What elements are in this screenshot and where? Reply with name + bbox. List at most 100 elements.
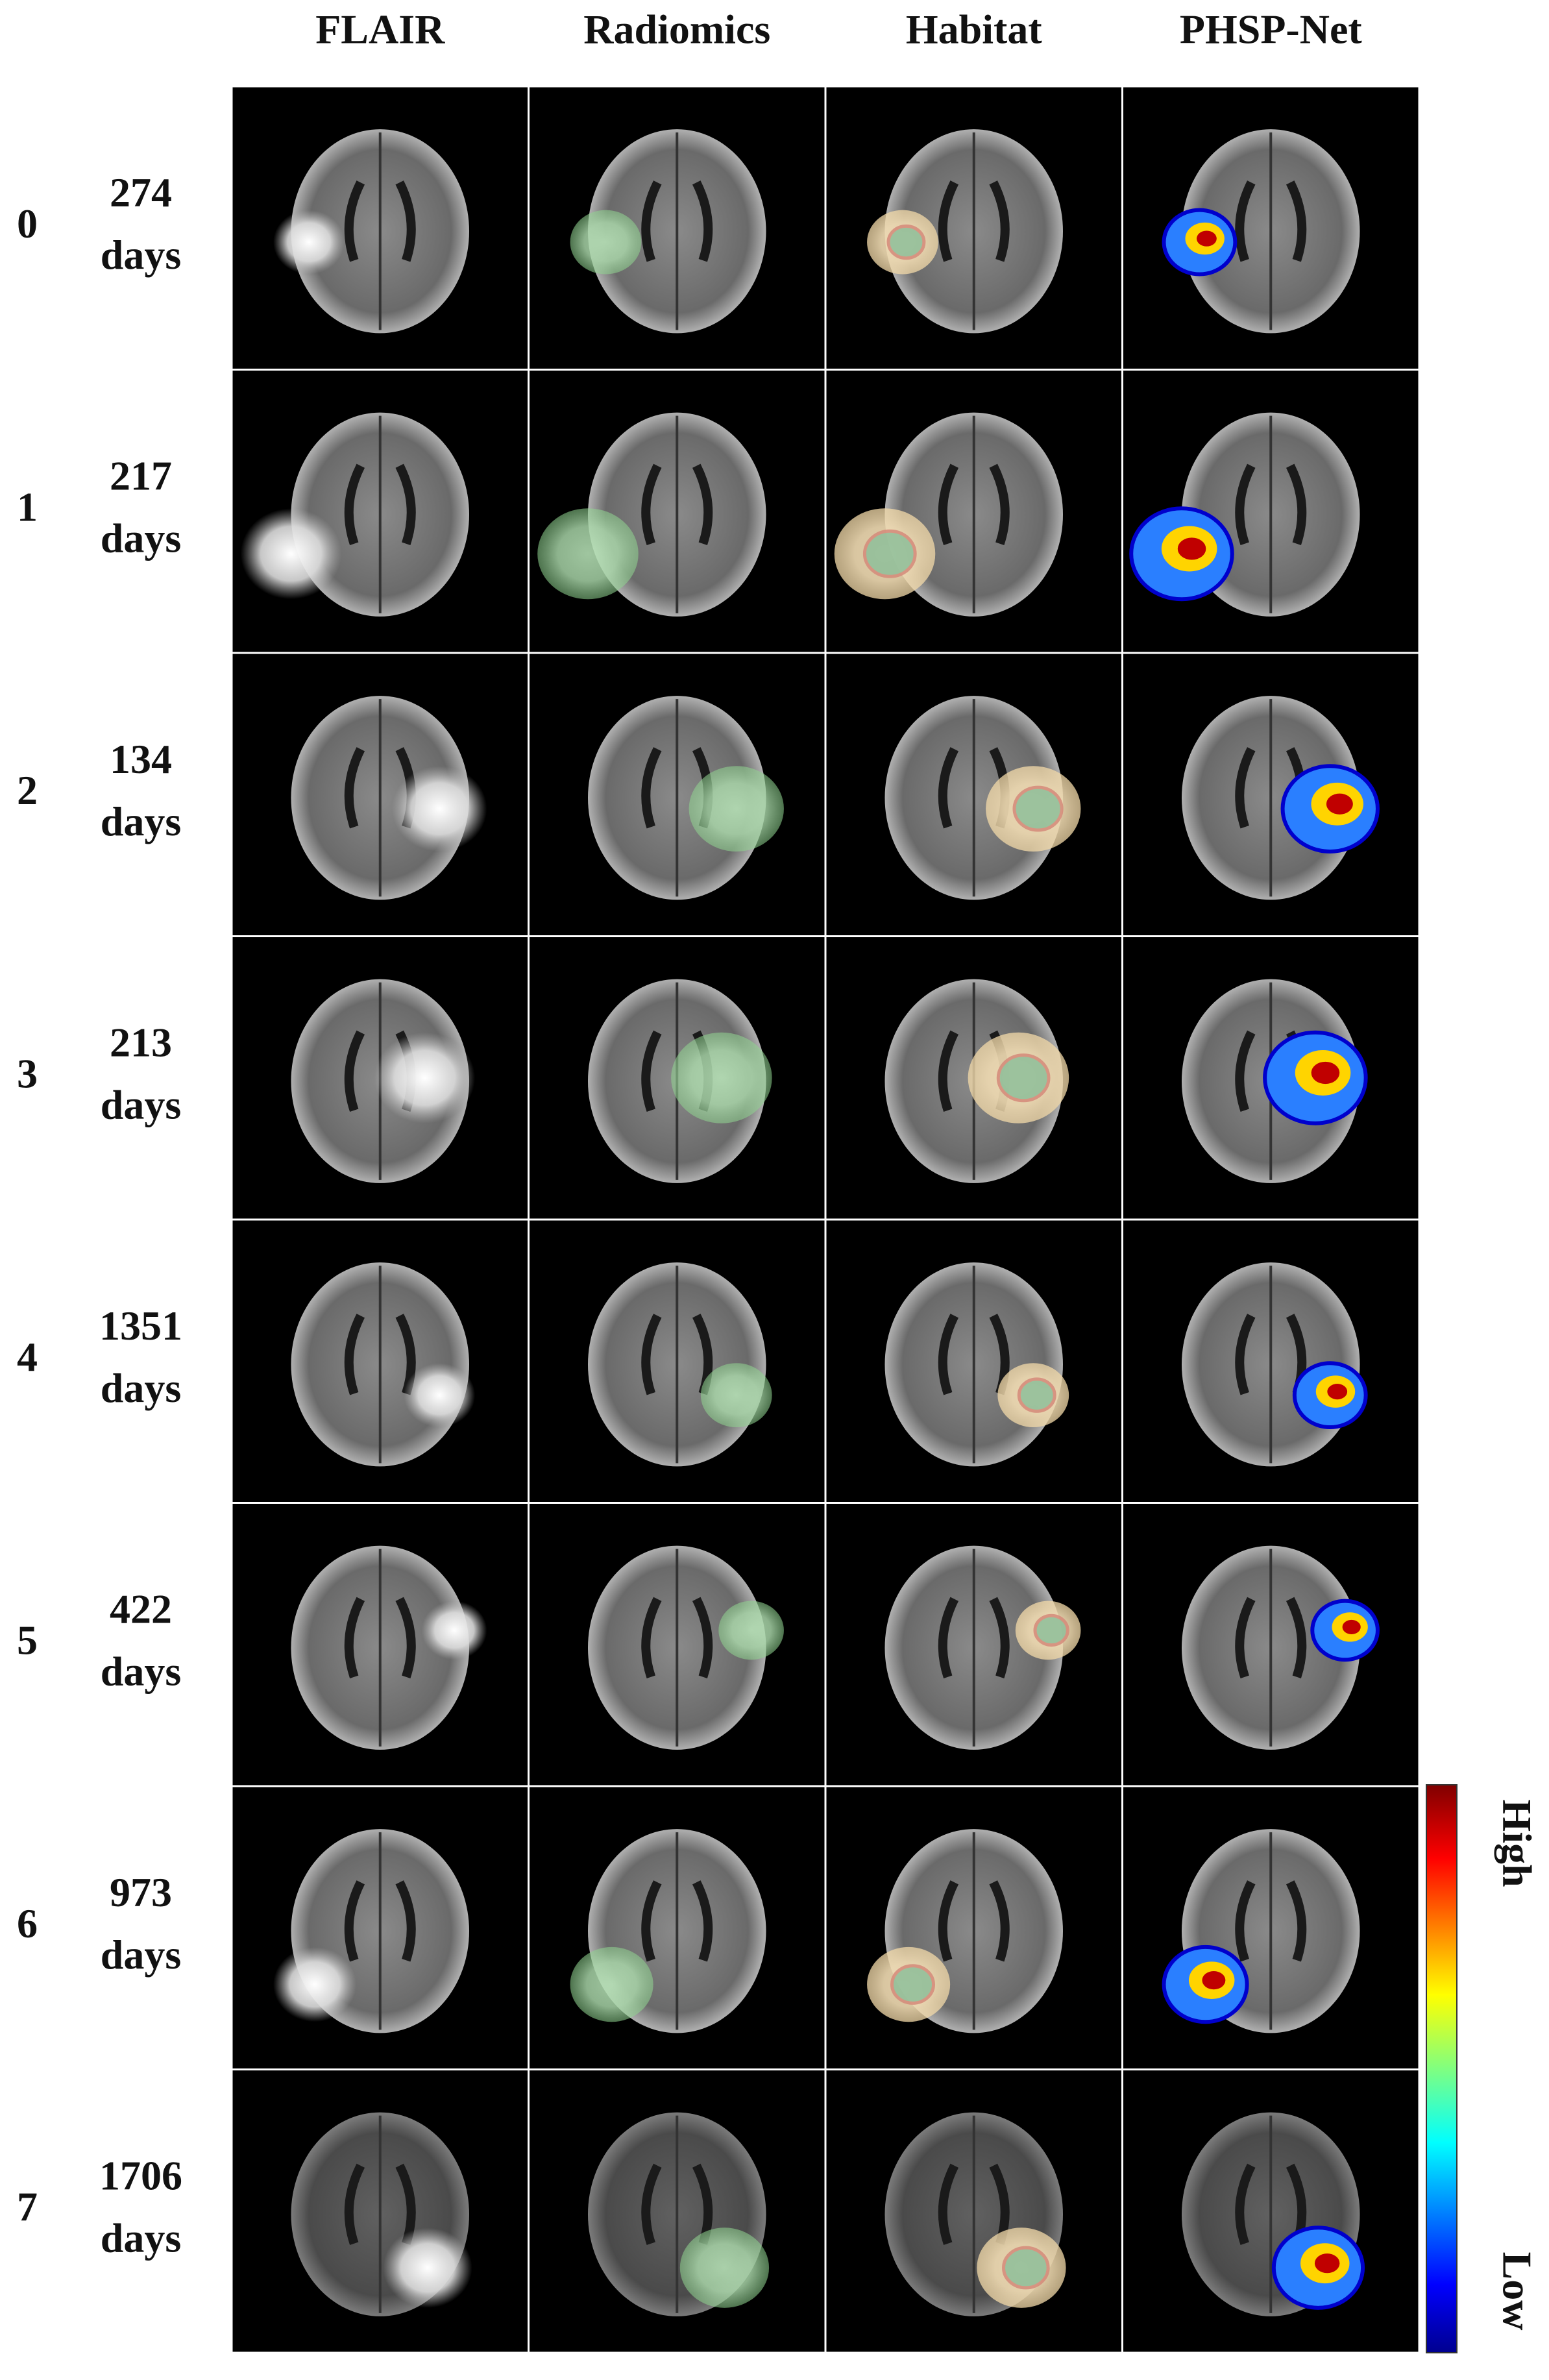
map-high	[1314, 2253, 1340, 2274]
habitat-inner	[886, 224, 926, 260]
lesion	[392, 766, 487, 852]
image-cell	[1121, 85, 1421, 371]
radiomics-mask	[679, 2227, 770, 2308]
image-cell	[230, 1785, 530, 2070]
image-cell	[1121, 2068, 1421, 2354]
image-cell	[528, 1785, 827, 2070]
radiomics-mask	[689, 766, 784, 852]
row-unit: days	[101, 232, 182, 278]
image-cell	[824, 1502, 1123, 1787]
image-cell	[1121, 369, 1421, 654]
map-high	[1311, 1061, 1340, 1085]
row-index: 1	[17, 484, 38, 530]
ventricle	[938, 180, 1010, 262]
image-cell	[230, 1502, 530, 1787]
row-days: 274	[110, 169, 172, 215]
ventricle	[641, 1597, 713, 1678]
row-days: 422	[110, 1586, 172, 1632]
colorbar-high: High	[1494, 1799, 1540, 1887]
image-cell	[528, 369, 827, 654]
image-cell	[230, 652, 530, 937]
row-days: 213	[110, 1019, 172, 1065]
row-unit: days	[101, 1365, 182, 1411]
row-days: 1351	[99, 1303, 182, 1349]
habitat-inner	[996, 1053, 1051, 1103]
image-cell	[824, 652, 1123, 937]
ventricle	[938, 463, 1010, 545]
row-unit: days	[101, 515, 182, 561]
lesion	[240, 508, 342, 600]
image-cell	[824, 1218, 1123, 1504]
image-cell	[230, 85, 530, 371]
row-days: 1706	[99, 2152, 182, 2198]
row-index: 0	[17, 201, 38, 247]
row-unit: days	[101, 1648, 182, 1694]
column-header: Habitat	[906, 6, 1042, 53]
habitat-inner	[890, 1964, 936, 2005]
row-index: 6	[17, 1900, 38, 1946]
map-high	[1202, 1971, 1226, 1990]
image-cell	[1121, 1502, 1421, 1787]
row-unit: days	[101, 2214, 182, 2261]
ventricle	[641, 180, 713, 262]
radiomics-mask	[570, 1946, 653, 2022]
ventricle	[344, 1597, 416, 1678]
map-high	[1327, 1384, 1348, 1400]
ventricle	[1235, 463, 1307, 545]
image-cell	[528, 935, 827, 1221]
column-header: FLAIR	[315, 6, 445, 53]
image-cell	[528, 652, 827, 937]
row-index: 4	[17, 1334, 38, 1380]
image-cell	[230, 935, 530, 1221]
column-header: PHSP-Net	[1180, 6, 1363, 53]
row-days: 217	[110, 452, 172, 498]
ventricle	[938, 1597, 1010, 1678]
image-cell	[824, 369, 1123, 654]
radiomics-mask	[700, 1363, 772, 1428]
lesion	[383, 2227, 472, 2308]
map-high	[1326, 793, 1353, 815]
image-cell	[824, 935, 1123, 1221]
habitat-inner	[1017, 1377, 1056, 1413]
row-index: 5	[17, 1617, 38, 1663]
lesion	[374, 1032, 476, 1123]
radiomics-mask	[570, 210, 642, 275]
image-cell	[824, 2068, 1123, 2354]
row-unit: days	[101, 1932, 182, 1978]
lesion	[421, 1601, 487, 1660]
image-cell	[1121, 1218, 1421, 1504]
habitat-inner	[1002, 2246, 1050, 2290]
map-high	[1342, 1619, 1361, 1634]
colorbar-low: Low	[1494, 2252, 1540, 2331]
lesion	[273, 1946, 357, 2022]
image-cell	[528, 1218, 827, 1504]
image-cell	[824, 85, 1123, 371]
habitat-inner	[862, 529, 917, 578]
image-cell	[230, 369, 530, 654]
habitat-inner	[1012, 785, 1064, 832]
ventricle	[344, 463, 416, 545]
ventricle	[641, 1880, 713, 1962]
image-cell	[528, 1502, 827, 1787]
image-cell	[230, 1218, 530, 1504]
image-cell	[1121, 935, 1421, 1221]
row-days: 973	[110, 1869, 172, 1915]
ventricle	[344, 1880, 416, 1962]
habitat-inner	[1033, 1613, 1069, 1647]
ventricle	[344, 180, 416, 262]
radiomics-mask	[718, 1601, 784, 1660]
radiomics-mask	[537, 508, 639, 600]
row-index: 7	[17, 2183, 38, 2229]
image-cell	[528, 2068, 827, 2354]
ventricle	[1235, 1597, 1307, 1678]
image-cell	[528, 85, 827, 371]
ventricle	[641, 463, 713, 545]
image-cell	[1121, 1785, 1421, 2070]
row-unit: days	[101, 798, 182, 844]
image-cell	[824, 1785, 1123, 2070]
ventricle	[1235, 180, 1307, 262]
column-header: Radiomics	[583, 6, 770, 53]
image-cell	[230, 2068, 530, 2354]
row-unit: days	[101, 1081, 182, 1127]
